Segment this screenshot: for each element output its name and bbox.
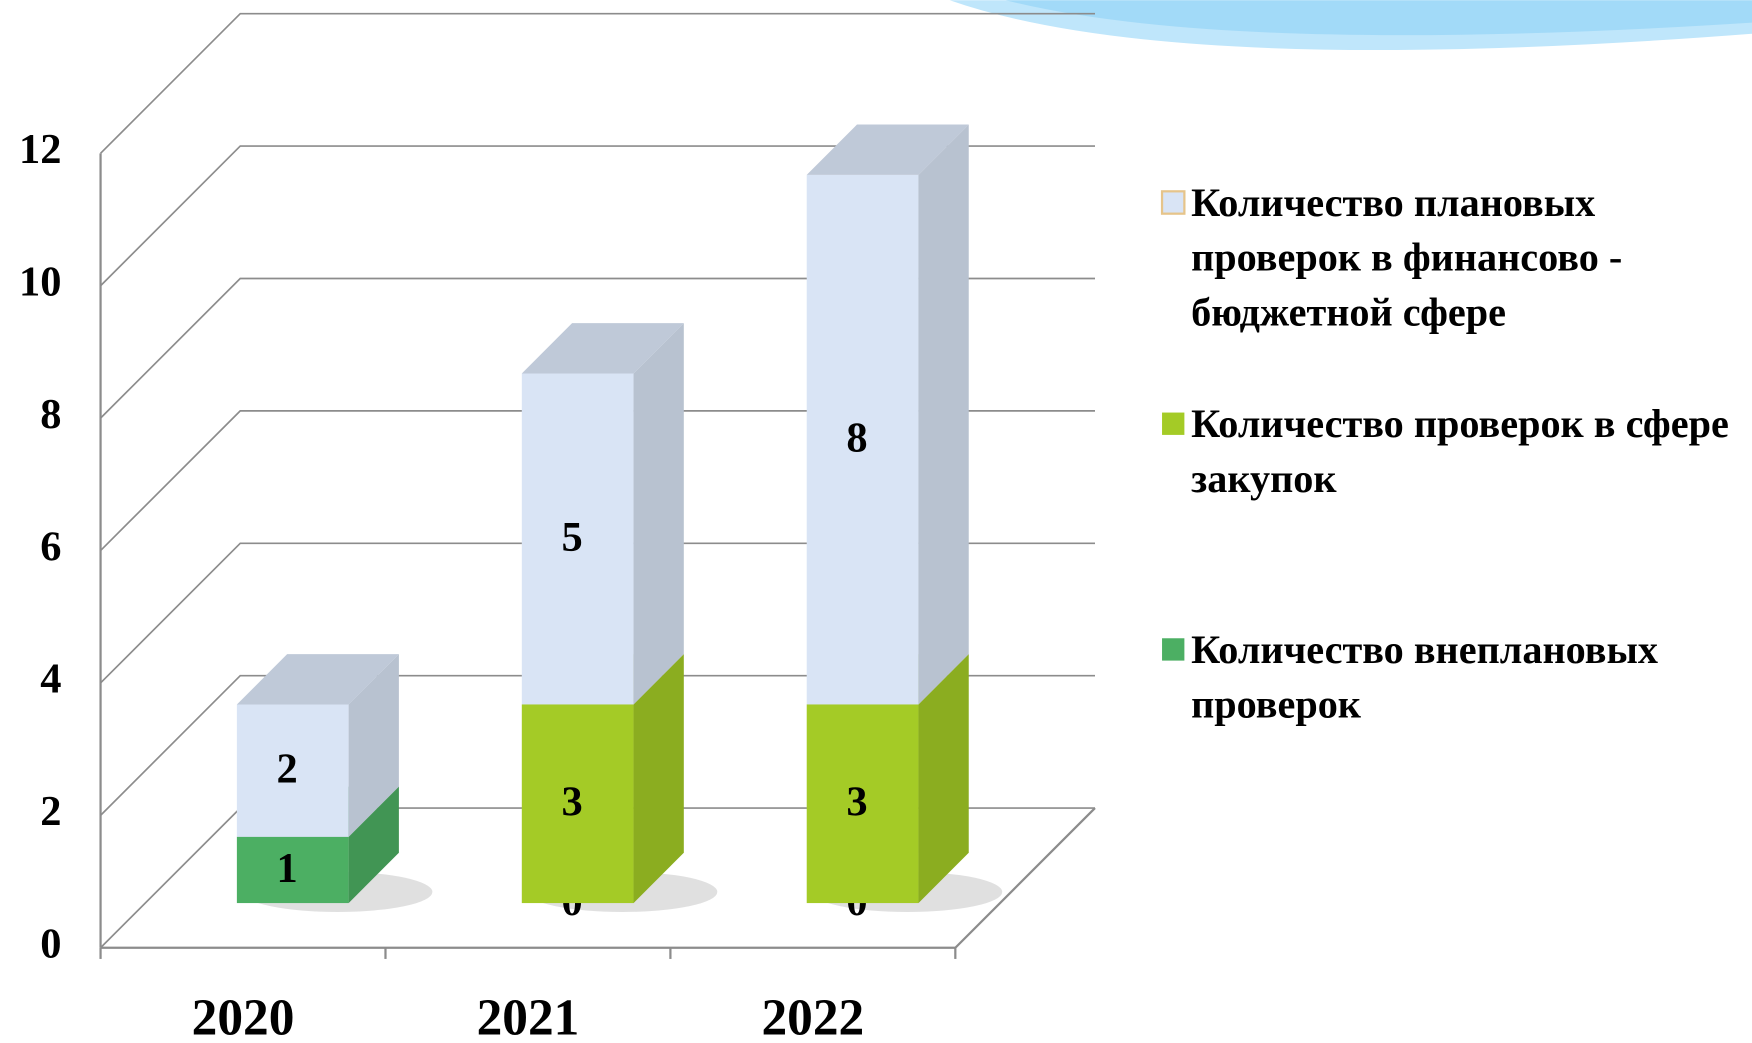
data-label: 3 — [561, 779, 582, 826]
legend-item: Количество внеплановых проверок — [1191, 627, 1658, 727]
bar-front — [521, 373, 634, 705]
y-tick-label: 2 — [40, 788, 61, 835]
data-label: 8 — [846, 415, 867, 462]
y-tick-label: 8 — [40, 391, 61, 438]
legend-swatch — [1162, 412, 1185, 435]
legend-swatch — [1160, 190, 1186, 215]
bar-side — [348, 786, 399, 904]
y-tick-label: 6 — [40, 523, 61, 570]
data-label: 1 — [277, 845, 298, 892]
legend-swatch — [1162, 638, 1185, 661]
legend-item: Количество проверок в сфере закупок — [1191, 401, 1729, 501]
bar-top — [236, 654, 399, 705]
x-tick-label: 2020 — [192, 989, 295, 1043]
legend-label: Количество внеплановых проверок — [1191, 627, 1658, 727]
bar-side — [633, 654, 684, 904]
bar-front — [236, 704, 349, 837]
bar-front — [806, 174, 919, 705]
bar-front — [236, 836, 349, 904]
x-tick-label: 2021 — [477, 989, 580, 1043]
y-tick-label: 4 — [40, 656, 61, 703]
bar-top — [521, 323, 684, 374]
y-tick-label: 10 — [19, 258, 61, 305]
data-label: 3 — [846, 779, 867, 826]
bar-side — [918, 654, 969, 904]
grid-line — [99, 145, 1095, 287]
bar-front — [521, 704, 634, 904]
grid-line — [99, 12, 1095, 154]
bar-front — [806, 704, 919, 904]
bar-side — [348, 654, 399, 837]
bar-top — [806, 124, 969, 175]
x-tick-label: 2022 — [761, 989, 864, 1043]
bar-side — [633, 323, 684, 705]
y-tick-label: 12 — [19, 126, 61, 173]
data-label: 2 — [277, 746, 298, 793]
bar-side — [918, 124, 969, 705]
legend-label: Количество проверок в сфере закупок — [1191, 401, 1729, 501]
legend-label: Количество плановых проверок в финансово… — [1191, 180, 1623, 335]
data-label: 5 — [561, 514, 582, 561]
decoration — [1005, 0, 1752, 36]
y-tick-label: 0 — [40, 921, 61, 968]
legend-item: Количество плановых проверок в финансово… — [1191, 180, 1623, 335]
